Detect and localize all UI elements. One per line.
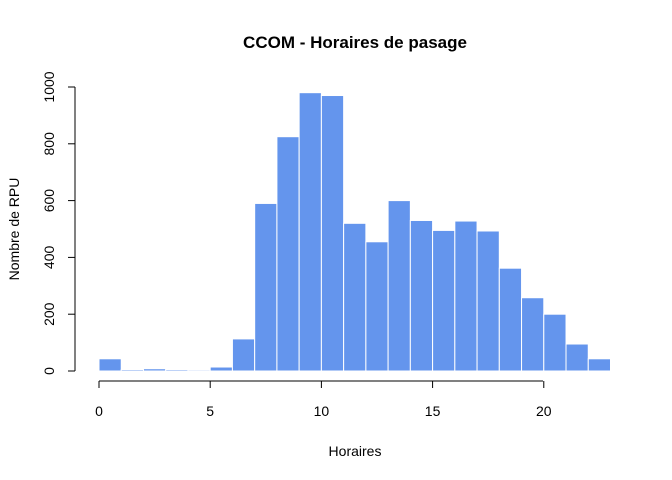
histogram-bar	[365, 241, 389, 372]
y-tick-label: 400	[41, 246, 57, 270]
x-tick-label: 5	[206, 403, 214, 419]
y-tick-label: 1000	[41, 71, 57, 102]
bars-group	[98, 92, 611, 372]
histogram-bar	[521, 297, 545, 372]
y-tick-label: 0	[41, 367, 57, 375]
y-axis-label: Nombre de RPU	[6, 178, 22, 281]
chart-title: CCOM - Horaires de pasage	[243, 33, 467, 52]
histogram-bar	[565, 343, 589, 372]
histogram-bar	[409, 219, 434, 372]
histogram-bar	[209, 366, 233, 372]
x-tick-label: 0	[95, 403, 103, 419]
histogram-bar	[498, 267, 523, 372]
x-ticks-group: 0 5 10 15 20	[95, 381, 552, 419]
histogram-bar	[298, 92, 322, 372]
y-ticks-group: 0 200 400 600 800 1000	[41, 71, 75, 375]
histogram-bar	[387, 200, 411, 372]
histogram-bar	[254, 202, 278, 372]
histogram-bar	[165, 369, 189, 372]
histogram-bar	[432, 229, 456, 372]
x-tick-label: 20	[536, 403, 552, 419]
histogram-bar	[476, 230, 500, 372]
x-tick-label: 10	[314, 403, 330, 419]
x-axis-label: Horaires	[329, 443, 382, 459]
y-tick-label: 800	[41, 132, 57, 156]
histogram-bar	[454, 220, 478, 372]
histogram-bar	[98, 358, 122, 372]
histogram-bar	[187, 369, 211, 372]
histogram-bar	[343, 222, 367, 372]
y-tick-label: 600	[41, 189, 57, 213]
histogram-bar	[587, 358, 611, 372]
histogram-bar	[120, 369, 144, 372]
histogram-bar	[543, 313, 567, 372]
x-tick-label: 15	[425, 403, 441, 419]
histogram-bar	[320, 95, 345, 372]
histogram-bar	[142, 368, 167, 372]
y-tick-label: 200	[41, 302, 57, 326]
histogram-bar	[276, 136, 300, 372]
histogram-bar	[231, 338, 256, 372]
